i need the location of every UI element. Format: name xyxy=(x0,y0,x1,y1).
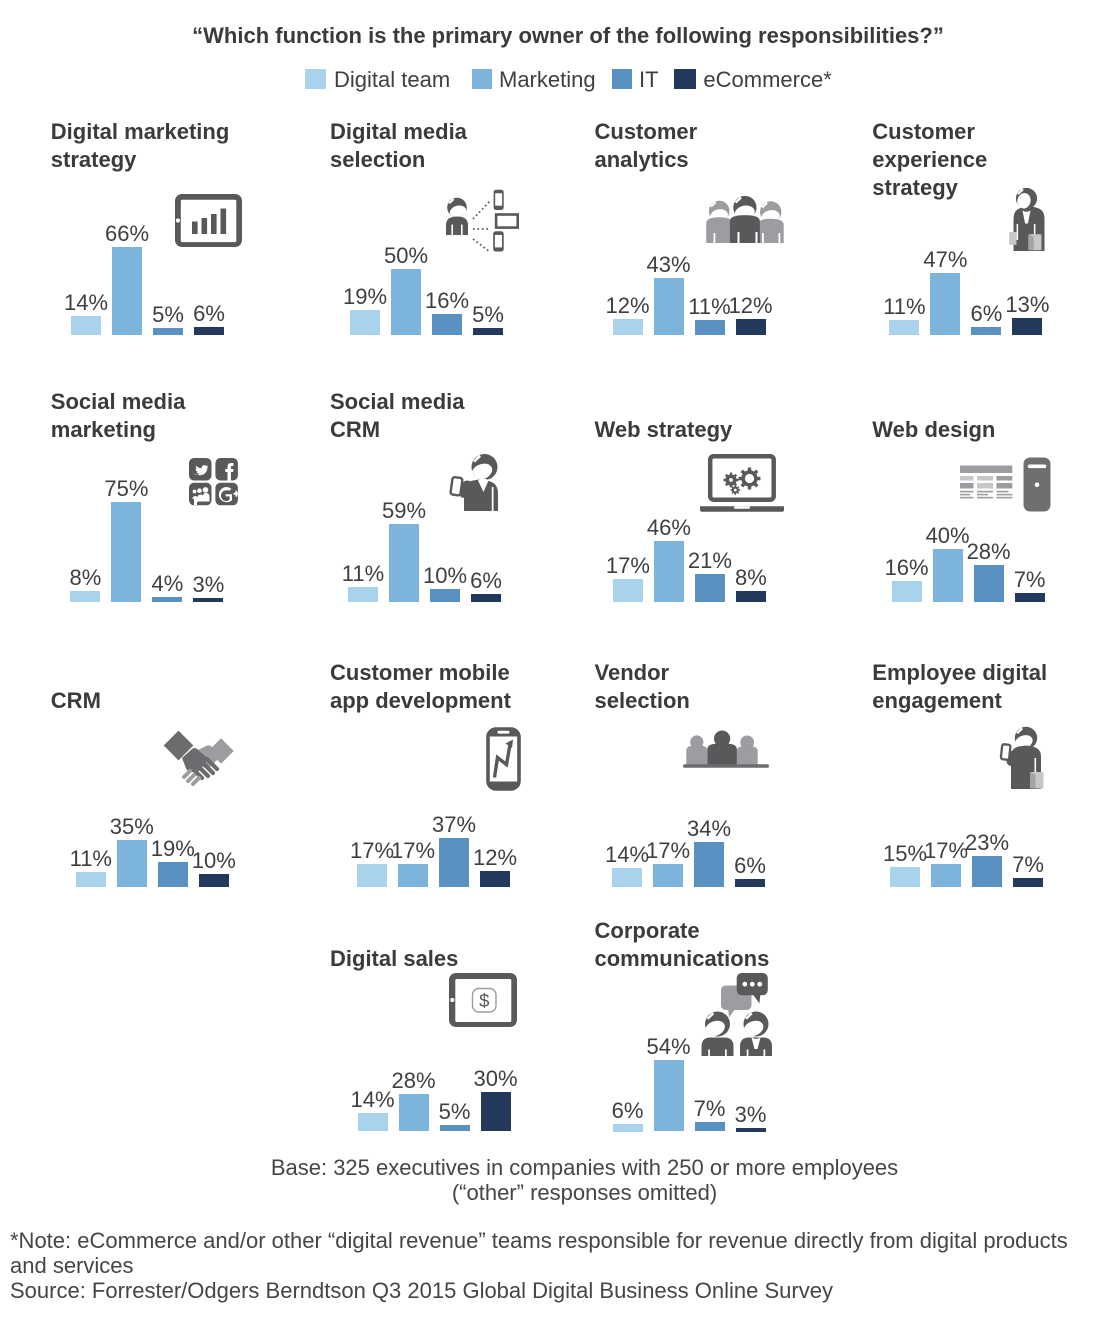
svg-text:$: $ xyxy=(479,990,489,1011)
